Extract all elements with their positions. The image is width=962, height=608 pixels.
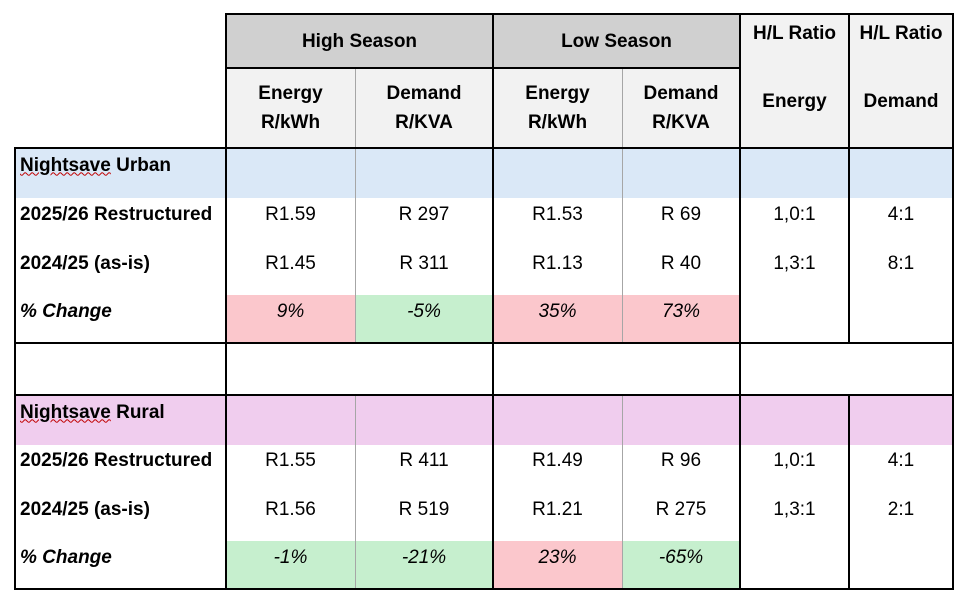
header-low-energy: Energy R/kWh bbox=[493, 68, 622, 148]
urban-title-suffix: Urban bbox=[110, 154, 171, 176]
rural-title-word: Nightsave bbox=[20, 401, 111, 423]
row-label: 2025/26 Restructured bbox=[20, 450, 213, 471]
header-demand-label: Demand bbox=[643, 83, 719, 104]
urban-title-word: Nightsave bbox=[20, 154, 111, 176]
urban-2025-low-energy: R1.53 bbox=[532, 204, 583, 225]
border-line bbox=[492, 13, 494, 590]
urban-2025-ratio-demand: 4:1 bbox=[887, 204, 915, 225]
row-label: 2025/26 Restructured bbox=[20, 204, 213, 225]
rural-change-low-demand: -65% bbox=[622, 541, 740, 589]
ratio-demand-header-top: H/L Ratio bbox=[859, 22, 943, 44]
urban-2024-low-demand: R 40 bbox=[660, 253, 702, 274]
header-energy-label: Energy bbox=[258, 83, 323, 104]
urban-2024-low-energy: R1.13 bbox=[532, 253, 583, 274]
row-label: 2024/25 (as-is) bbox=[20, 253, 150, 274]
change-label: % Change bbox=[20, 547, 112, 568]
change-label: % Change bbox=[20, 301, 112, 322]
border-line bbox=[225, 67, 741, 69]
ratio-demand-header-label: Demand bbox=[863, 90, 939, 112]
grid-line bbox=[355, 395, 356, 589]
header-energy-unit: R/kWh bbox=[527, 112, 588, 133]
ratio-energy-header-bg bbox=[740, 14, 849, 148]
rural-section-title: Nightsave Rural bbox=[14, 397, 226, 427]
rural-title-suffix: Rural bbox=[110, 401, 165, 423]
urban-2025-high-energy: R1.59 bbox=[265, 204, 316, 225]
low-season-header: Low Season bbox=[493, 14, 740, 68]
border-line bbox=[225, 13, 954, 15]
rural-2024-low-demand: R 275 bbox=[655, 499, 707, 520]
ratio-demand-header-bg bbox=[849, 14, 953, 148]
rural-2025-low-demand: R 96 bbox=[660, 450, 702, 471]
header-low-demand: Demand R/KVA bbox=[622, 68, 740, 148]
rural-2025-low-energy: R1.49 bbox=[532, 450, 583, 471]
rural-change-high-energy: -1% bbox=[226, 541, 355, 589]
border-line bbox=[14, 342, 954, 344]
border-line bbox=[14, 147, 16, 590]
urban-section-title: Nightsave Urban bbox=[14, 150, 226, 180]
urban-change-high-energy: 9% bbox=[226, 295, 355, 343]
rural-title-bar bbox=[14, 395, 953, 445]
urban-change-high-demand: -5% bbox=[355, 295, 493, 343]
header-demand-unit: R/KVA bbox=[652, 112, 710, 133]
rural-2025-high-energy: R1.55 bbox=[265, 450, 316, 471]
rural-2025-high-demand: R 411 bbox=[399, 450, 449, 471]
header-energy-label: Energy bbox=[525, 83, 590, 104]
rural-2025-ratio-demand: 4:1 bbox=[887, 450, 915, 471]
urban-title-bar bbox=[14, 148, 953, 198]
rural-2024-high-energy: R1.56 bbox=[265, 499, 316, 520]
urban-2025-high-demand: R 297 bbox=[398, 204, 450, 225]
header-energy-unit: R/kWh bbox=[260, 112, 321, 133]
urban-2025-ratio-energy: 1,0:1 bbox=[773, 204, 816, 225]
header-high-energy: Energy R/kWh bbox=[226, 68, 355, 148]
grid-line bbox=[355, 68, 356, 343]
urban-2025-low-demand: R 69 bbox=[660, 204, 702, 225]
urban-change-low-demand: 73% bbox=[622, 295, 740, 343]
grid-line bbox=[622, 395, 623, 589]
header-demand-label: Demand bbox=[386, 83, 462, 104]
ratio-energy-header-top: H/L Ratio bbox=[752, 22, 837, 44]
border-line bbox=[225, 13, 227, 590]
grid-line bbox=[622, 68, 623, 343]
rural-change-high-demand: -21% bbox=[355, 541, 493, 589]
header-demand-unit: R/KVA bbox=[395, 112, 453, 133]
border-line bbox=[14, 588, 954, 590]
urban-2024-high-energy: R1.45 bbox=[265, 253, 316, 274]
urban-change-low-energy: 35% bbox=[493, 295, 622, 343]
rural-2025-ratio-energy: 1,0:1 bbox=[773, 450, 816, 471]
rural-2024-ratio-demand: 2:1 bbox=[887, 499, 915, 520]
border-line bbox=[848, 394, 850, 590]
high-season-header: High Season bbox=[226, 14, 493, 68]
border-line bbox=[848, 13, 850, 343]
rural-2024-low-energy: R1.21 bbox=[532, 499, 583, 520]
row-label: 2024/25 (as-is) bbox=[20, 499, 150, 520]
header-high-demand: Demand R/KVA bbox=[355, 68, 493, 148]
urban-2024-ratio-energy: 1,3:1 bbox=[773, 253, 816, 274]
rural-2024-ratio-energy: 1,3:1 bbox=[773, 499, 816, 520]
rural-2024-high-demand: R 519 bbox=[398, 499, 450, 520]
border-line bbox=[952, 13, 954, 590]
rural-change-low-energy: 23% bbox=[493, 541, 622, 589]
border-line bbox=[14, 394, 954, 396]
border-line bbox=[14, 147, 954, 149]
border-line bbox=[739, 13, 741, 590]
ratio-energy-header-label: Energy bbox=[762, 90, 827, 112]
urban-2024-ratio-demand: 8:1 bbox=[887, 253, 915, 274]
urban-2024-high-demand: R 311 bbox=[399, 253, 449, 274]
